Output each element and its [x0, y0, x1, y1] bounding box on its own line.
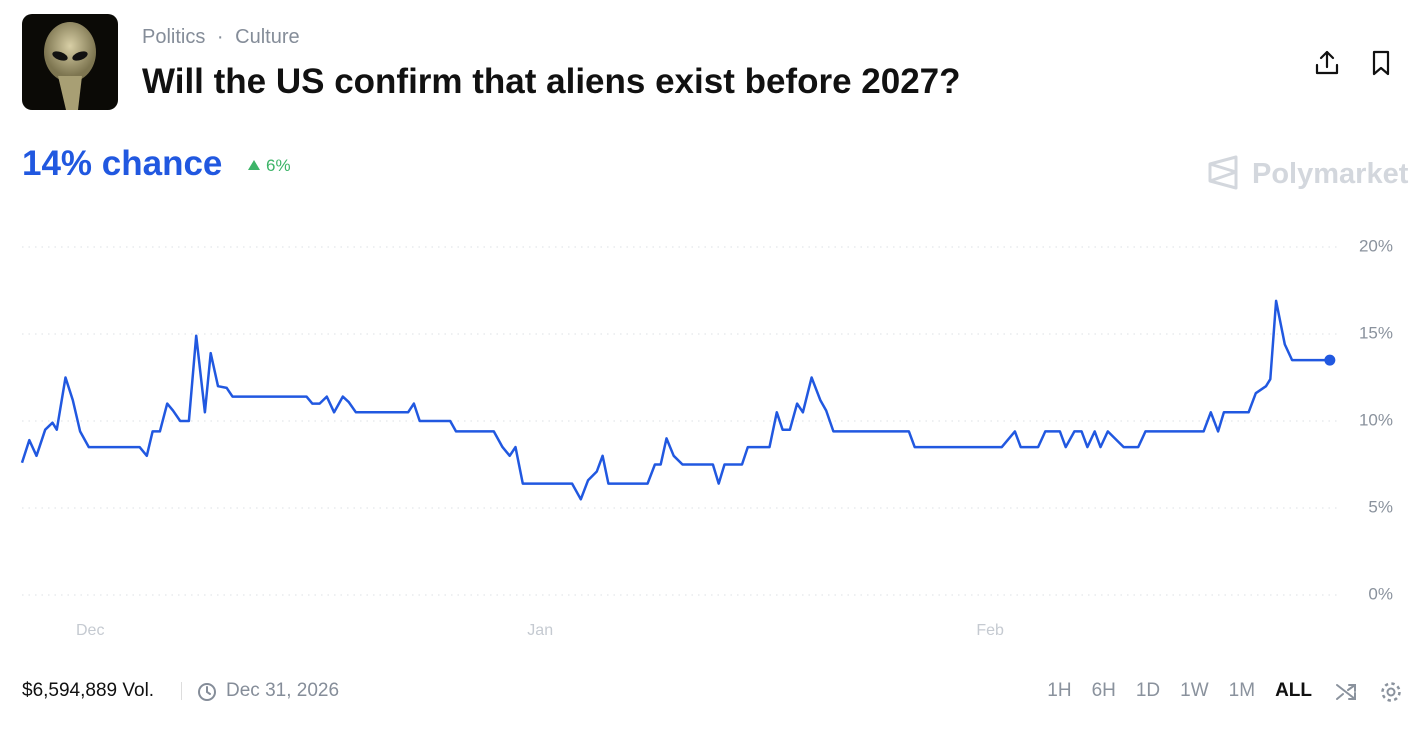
shuffle-icon[interactable]: [1334, 680, 1358, 704]
breadcrumb: Politics · Culture: [142, 26, 300, 48]
range-button[interactable]: 6H: [1091, 680, 1116, 701]
tag[interactable]: Culture: [235, 26, 300, 48]
y-tick-label: 10%: [1359, 410, 1393, 429]
market-image: [22, 14, 118, 110]
settings-icon[interactable]: [1379, 680, 1403, 704]
y-tick-label: 0%: [1368, 584, 1393, 603]
x-tick-label: Dec: [76, 622, 104, 639]
y-tick-label: 5%: [1368, 497, 1393, 516]
price-line: [20, 299, 1330, 501]
market-title: Will the US confirm that aliens exist be…: [142, 62, 961, 101]
x-tick-label: Feb: [976, 622, 1004, 639]
brand: Polymarket: [1252, 158, 1409, 190]
volume: $6,594,889 Vol.: [22, 680, 155, 701]
range-button[interactable]: 1H: [1047, 680, 1072, 701]
y-tick-label: 20%: [1359, 236, 1393, 255]
end-date: Dec 31, 2026: [226, 680, 340, 701]
range-selector: 1H 6H 1D 1W 1M ALL: [1047, 680, 1312, 702]
range-button[interactable]: 1D: [1135, 680, 1161, 701]
range-button[interactable]: 1M: [1228, 680, 1256, 701]
up-arrow: [248, 160, 260, 170]
y-tick-label: 15%: [1359, 323, 1393, 342]
range-button[interactable]: ALL: [1275, 680, 1312, 701]
divider: [181, 682, 182, 700]
current-point: [1324, 354, 1336, 366]
clock-icon: [198, 683, 216, 701]
change: 6%: [266, 156, 291, 175]
bookmark-button[interactable]: [1366, 48, 1396, 78]
chance: 14% chance: [22, 144, 223, 183]
brand-logo: [1208, 155, 1238, 190]
share-button[interactable]: [1312, 48, 1342, 78]
chart: 0% 5% 10% 15% 20% Dec Jan Feb: [20, 236, 1393, 639]
range-button[interactable]: 1W: [1180, 680, 1209, 701]
x-tick-label: Jan: [527, 622, 553, 639]
tag[interactable]: Politics: [142, 26, 206, 48]
